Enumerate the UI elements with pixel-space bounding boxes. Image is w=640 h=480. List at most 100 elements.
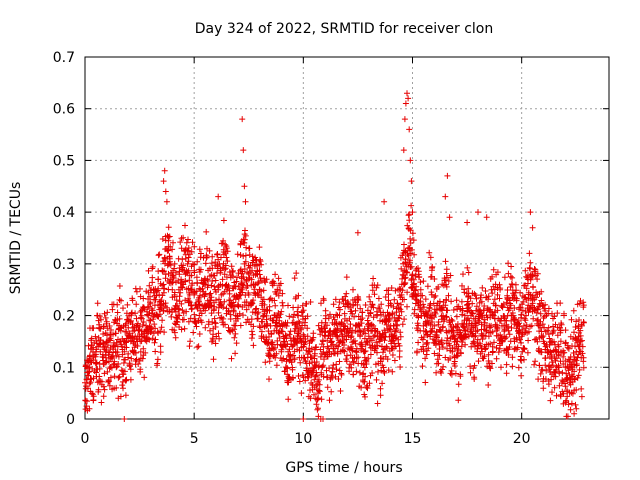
data-point: [337, 306, 343, 313]
data-point-outlier: [162, 188, 169, 195]
data-point: [102, 314, 109, 321]
data-point: [118, 341, 125, 348]
data-point: [576, 300, 583, 307]
data-point-outlier: [381, 198, 388, 205]
data-point: [534, 338, 541, 345]
data-point: [371, 291, 378, 298]
data-point: [242, 227, 248, 234]
data-point: [429, 319, 436, 325]
data-point: [529, 292, 536, 299]
data-point: [216, 335, 223, 342]
data-point: [402, 256, 409, 263]
data-point: [407, 240, 414, 246]
data-point: [235, 301, 242, 308]
data-point: [563, 398, 570, 405]
data-point: [557, 324, 563, 331]
data-point: [489, 328, 496, 335]
data-point: [548, 376, 555, 383]
data-point: [273, 362, 280, 369]
data-point: [537, 349, 544, 356]
data-point: [399, 321, 406, 328]
data-point: [517, 289, 524, 296]
data-point: [398, 265, 405, 272]
data-point: [119, 382, 126, 389]
data-point: [408, 246, 415, 253]
data-point: [470, 365, 477, 372]
data-point: [215, 309, 222, 316]
data-point: [559, 377, 566, 384]
data-point: [241, 236, 248, 243]
data-point: [88, 335, 95, 342]
data-point: [579, 337, 585, 344]
data-point: [408, 263, 415, 270]
data-point: [259, 318, 266, 325]
data-point-outlier: [239, 116, 246, 123]
data-point: [360, 361, 367, 368]
data-point: [409, 272, 416, 279]
data-point: [332, 296, 339, 303]
data-point: [263, 276, 270, 283]
data-point: [279, 299, 286, 306]
data-point: [171, 289, 178, 296]
data-point: [114, 349, 121, 356]
data-point: [377, 385, 384, 392]
data-point: [448, 367, 455, 374]
data-point: [404, 303, 410, 310]
data-point: [471, 362, 478, 369]
axis-ticks: 0 0.1 0.2 0.3 0.4 0.5 0.6 0.7 0 5 10 15 20: [53, 50, 609, 447]
data-point: [273, 350, 280, 357]
data-point: [250, 323, 257, 330]
data-point: [181, 325, 188, 332]
data-point: [562, 327, 569, 334]
data-point: [297, 325, 304, 332]
data-point: [210, 331, 217, 338]
data-point: [374, 282, 381, 289]
data-point: [345, 300, 352, 307]
data-point: [160, 289, 167, 296]
data-point: [171, 260, 178, 267]
data-point: [245, 290, 252, 296]
data-point: [374, 349, 380, 356]
data-point: [341, 333, 348, 340]
data-point: [439, 340, 445, 347]
y-tick-label: 0: [66, 412, 75, 428]
data-point: [398, 301, 404, 308]
data-point: [421, 304, 427, 311]
data-point: [355, 354, 362, 361]
data-point: [406, 217, 413, 224]
data-point: [435, 321, 442, 328]
data-point: [496, 345, 503, 352]
data-point: [185, 318, 192, 325]
data-point: [230, 308, 237, 315]
data-point: [190, 329, 197, 336]
data-point: [306, 360, 313, 367]
data-point: [572, 401, 579, 408]
data-point: [567, 406, 574, 413]
data-point: [382, 294, 389, 300]
data-point: [311, 362, 318, 369]
data-point: [524, 349, 531, 356]
data-point: [401, 241, 407, 248]
data-point: [373, 284, 380, 291]
data-point: [457, 373, 464, 380]
data-point: [189, 261, 196, 267]
data-point: [275, 329, 282, 336]
data-point: [531, 361, 538, 368]
data-point: [151, 339, 158, 346]
data-point: [424, 339, 431, 346]
data-point: [232, 322, 239, 329]
data-point: [272, 354, 279, 361]
data-point: [473, 295, 480, 302]
data-point: [148, 305, 155, 312]
data-point: [469, 310, 476, 317]
data-point: [278, 348, 285, 355]
data-point: [149, 274, 156, 281]
data-point: [230, 299, 237, 306]
data-point: [406, 211, 413, 218]
data-point: [575, 351, 582, 358]
data-point: [314, 378, 321, 385]
x-tick-label: 5: [190, 431, 199, 447]
data-point: [417, 305, 424, 312]
data-point: [517, 304, 524, 311]
data-point: [476, 340, 483, 347]
